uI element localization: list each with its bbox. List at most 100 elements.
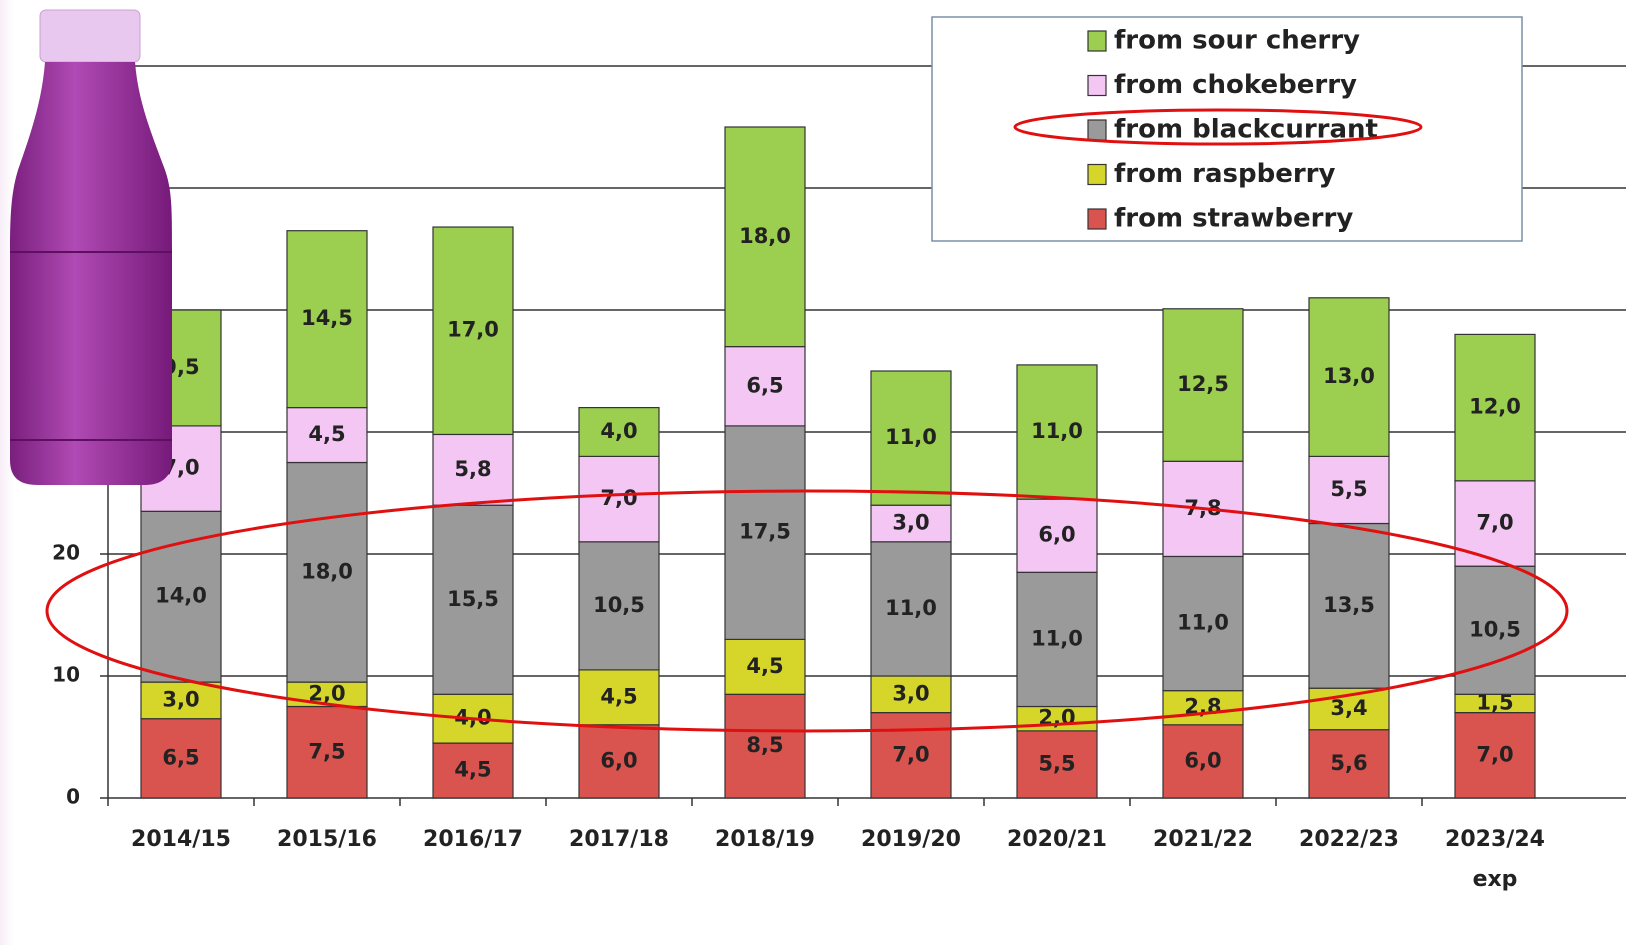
data-label: 7,5 — [308, 739, 345, 763]
annotation-ellipse — [45, 489, 1569, 733]
bar-segment — [1016, 364, 1098, 500]
data-label: 14,5 — [301, 306, 353, 330]
data-label: 7,0 — [1476, 511, 1513, 535]
data-label: 13,5 — [1323, 593, 1375, 617]
bar-segment — [578, 541, 660, 671]
data-label: 4,5 — [454, 758, 491, 782]
bar-segment — [432, 226, 514, 436]
data-label: 4,5 — [308, 422, 345, 446]
bar-segment — [1454, 333, 1536, 482]
bar-segment — [140, 718, 222, 799]
bar-segment — [1016, 571, 1098, 708]
bar-segment — [432, 504, 514, 695]
bar-segment — [1454, 711, 1536, 799]
bottle-illustration — [10, 9, 172, 485]
bar-segment — [724, 346, 806, 427]
legend-label: from chokeberry — [1114, 70, 1357, 100]
bar-segment — [870, 711, 952, 799]
x-tick-label: 2023/24 exp — [1445, 827, 1545, 892]
legend-swatch — [1087, 208, 1107, 230]
data-label: 5,6 — [1330, 751, 1367, 775]
legend-label: from sour cherry — [1114, 26, 1360, 56]
bottle-cap — [39, 9, 141, 63]
data-label: 6,0 — [600, 748, 637, 772]
data-label: 18,0 — [301, 559, 353, 583]
data-label: 4,5 — [746, 654, 783, 678]
bar-segment — [1308, 522, 1390, 689]
bar-segment — [578, 724, 660, 799]
data-label: 6,0 — [1184, 748, 1221, 772]
data-label: 11,0 — [885, 425, 937, 449]
legend-swatch — [1087, 163, 1107, 186]
bar-segment — [870, 541, 952, 677]
x-tick-label: 2014/15 — [131, 827, 231, 852]
data-label: 11,0 — [1031, 419, 1083, 443]
data-label: 7,0 — [1476, 742, 1513, 766]
data-label: 5,5 — [1038, 751, 1075, 775]
y-tick-label: 0 — [66, 785, 80, 809]
x-tick-label: 2019/20 — [861, 827, 961, 852]
bar-segment — [286, 407, 368, 464]
bar-segment — [724, 126, 806, 348]
data-label: 10,5 — [1469, 617, 1521, 641]
bar-segment — [286, 230, 368, 409]
legend-swatch — [1087, 30, 1107, 52]
data-label: 14,0 — [155, 584, 207, 608]
data-label: 6,5 — [746, 373, 783, 397]
annotation-ellipse — [1013, 108, 1423, 146]
bar-segment — [1162, 724, 1244, 799]
data-label: 7,0 — [892, 742, 929, 766]
data-label: 3,4 — [1330, 696, 1367, 720]
data-label: 5,8 — [454, 457, 491, 481]
bar-segment — [578, 407, 660, 458]
data-label: 11,0 — [1177, 611, 1229, 635]
data-label: 3,0 — [892, 511, 929, 535]
bar-segment — [1162, 690, 1244, 726]
data-label: 7,0 — [600, 486, 637, 510]
bottle-body — [10, 62, 172, 485]
y-tick-label: 10 — [52, 663, 80, 687]
x-tick-label: 2018/19 — [715, 827, 815, 852]
data-label: 12,0 — [1469, 395, 1521, 419]
bar-segment — [1162, 308, 1244, 462]
bar-segment — [286, 461, 368, 683]
data-label: 17,0 — [447, 318, 499, 342]
x-tick-label: 2021/22 — [1153, 827, 1253, 852]
data-label: 6,0 — [1038, 523, 1075, 547]
bar-segment — [724, 638, 806, 695]
legend-label: from raspberry — [1114, 159, 1335, 189]
data-label: 15,5 — [447, 587, 499, 611]
x-tick-label: 2015/16 — [277, 827, 377, 852]
bar-segment — [870, 504, 952, 543]
data-label: 3,0 — [892, 681, 929, 705]
x-tick-label: 2017/18 — [569, 827, 669, 852]
bar-segment — [140, 510, 222, 683]
bar-segment — [1308, 297, 1390, 457]
legend-box — [931, 16, 1523, 242]
data-label: 10,5 — [593, 593, 645, 617]
legend-swatch — [1087, 119, 1107, 141]
data-label: 3,0 — [162, 687, 199, 711]
x-tick-label: 2022/23 — [1299, 827, 1399, 852]
data-label: 17,5 — [739, 520, 791, 544]
bar-segment — [432, 742, 514, 799]
bar-segment — [1016, 730, 1098, 799]
data-label: 5,5 — [1330, 477, 1367, 501]
bar-segment — [1308, 455, 1390, 525]
data-label: 11,0 — [885, 596, 937, 620]
data-label: 8,5 — [746, 733, 783, 757]
data-label: 4,0 — [600, 419, 637, 443]
bar-segment — [870, 370, 952, 506]
bar-segment — [432, 433, 514, 506]
bar-segment — [724, 693, 806, 799]
data-label: 12,5 — [1177, 372, 1229, 396]
bar-segment — [578, 669, 660, 726]
data-label: 6,5 — [162, 745, 199, 769]
legend-swatch — [1087, 74, 1107, 97]
bar-segment — [286, 705, 368, 799]
bar-segment — [578, 455, 660, 543]
bar-segment — [140, 681, 222, 720]
